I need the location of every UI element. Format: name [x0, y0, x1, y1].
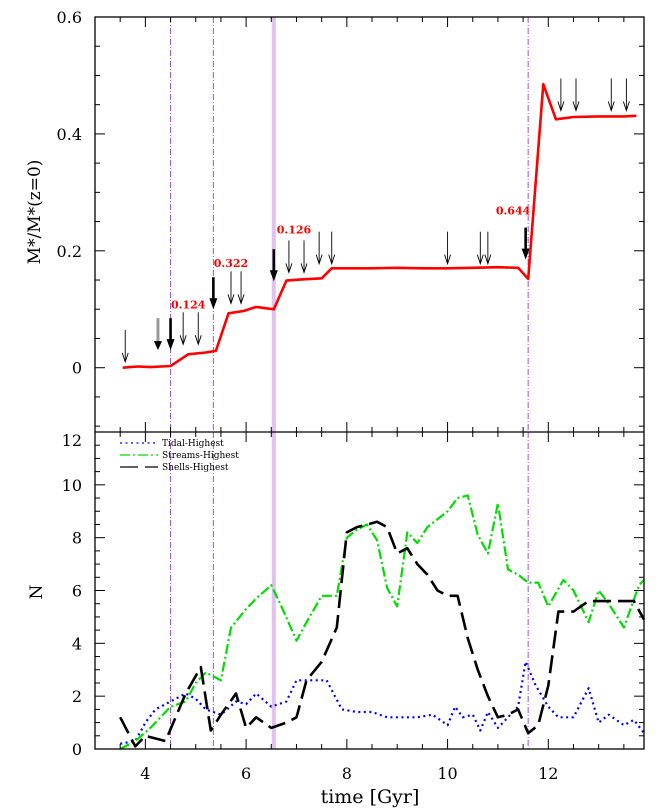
tick-marks	[94, 16, 644, 750]
bottom-panel: Tidal-Highest Streams-Highest Shells-Highe…	[119, 432, 646, 750]
tick-label: 2	[72, 687, 82, 706]
merger-arrow	[300, 240, 308, 274]
tick-label: 0.6	[57, 8, 82, 27]
merger-arrow	[227, 271, 235, 305]
legend-label: Tidal-Highest	[162, 439, 224, 449]
legend-label: Streams-Highest	[162, 451, 239, 461]
ratio-annotation: 0.126	[277, 223, 312, 236]
stellar-mass-fraction-line	[122, 82, 637, 369]
tick-label: 8	[72, 529, 82, 548]
streams-highest-line	[119, 494, 645, 750]
merger-arrow	[557, 78, 565, 112]
ratio-annotation: 0.124	[171, 299, 206, 312]
merger-arrow	[166, 318, 175, 351]
tick-label: 10	[437, 764, 457, 783]
merger-arrow	[121, 329, 129, 364]
tick-label: 12	[62, 431, 82, 450]
top-vertical-lines	[170, 17, 529, 432]
merger-arrow	[607, 78, 615, 112]
tidal-highest-line	[120, 660, 645, 745]
tick-label: 0.2	[57, 242, 82, 261]
tick-label: 0.4	[57, 125, 82, 144]
tick-label: 0	[72, 740, 82, 759]
tick-label: 6	[72, 582, 82, 601]
top-ylabel: M*/M*(z=0)	[25, 160, 45, 265]
merger-arrow	[194, 312, 202, 346]
tick-labels: 4 6 8 10 12 0 0.2 0.4 0.6 0 2 4 6 8 10 12	[57, 8, 559, 783]
bottom-series	[119, 494, 646, 750]
legend-label: Shells-Highest	[162, 463, 229, 473]
legend: Tidal-Highest Streams-Highest Shells-Highe…	[120, 439, 239, 473]
tick-label: 4	[72, 634, 82, 653]
top-merger-arrows	[121, 78, 630, 364]
merger-arrow	[328, 231, 336, 266]
shells-highest-line	[119, 520, 646, 748]
merger-arrow	[315, 231, 323, 266]
tick-label: 12	[538, 764, 558, 783]
merger-arrow	[444, 231, 451, 266]
merger-arrow	[153, 318, 162, 351]
merger-arrow	[209, 277, 218, 310]
merger-arrow	[572, 78, 580, 112]
tick-label: 4	[140, 764, 150, 783]
merger-arrow	[476, 231, 484, 266]
top-annotations: 0.124 0.322 0.126 0.644	[171, 205, 531, 312]
merger-arrow	[237, 271, 245, 305]
merger-arrow	[484, 231, 492, 266]
tick-label: 8	[342, 764, 352, 783]
merger-arrow	[622, 78, 630, 112]
bottom-vertical-lines	[170, 432, 529, 749]
merger-arrow	[521, 227, 530, 260]
ratio-annotation: 0.322	[214, 257, 248, 270]
plot-border	[94, 16, 645, 750]
ratio-annotation: 0.644	[496, 205, 531, 218]
tick-label: 0	[72, 359, 82, 378]
tick-label: 10	[62, 476, 82, 495]
merger-arrow	[179, 312, 187, 346]
tick-label: 6	[241, 764, 251, 783]
bottom-ylabel: N	[27, 584, 47, 599]
merger-arrow	[285, 240, 293, 274]
top-panel: 0.124 0.322 0.126 0.644	[121, 17, 637, 432]
x-axis-label: time [Gyr]	[321, 786, 420, 808]
axes-frame	[94, 16, 645, 750]
merger-arrow	[269, 249, 278, 282]
